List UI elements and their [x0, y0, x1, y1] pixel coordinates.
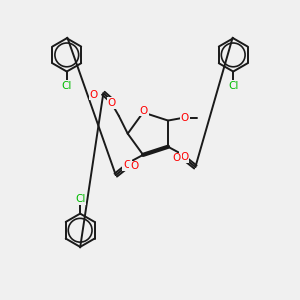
Text: Cl: Cl	[61, 81, 72, 91]
Text: O: O	[107, 98, 116, 108]
Text: O: O	[173, 153, 181, 163]
Text: O: O	[130, 161, 138, 171]
Text: O: O	[140, 106, 148, 116]
Text: Cl: Cl	[228, 81, 238, 91]
Text: O: O	[89, 90, 98, 100]
Text: O: O	[180, 152, 188, 162]
Text: O: O	[181, 112, 189, 123]
Text: O: O	[123, 160, 131, 170]
Text: Cl: Cl	[75, 194, 85, 204]
